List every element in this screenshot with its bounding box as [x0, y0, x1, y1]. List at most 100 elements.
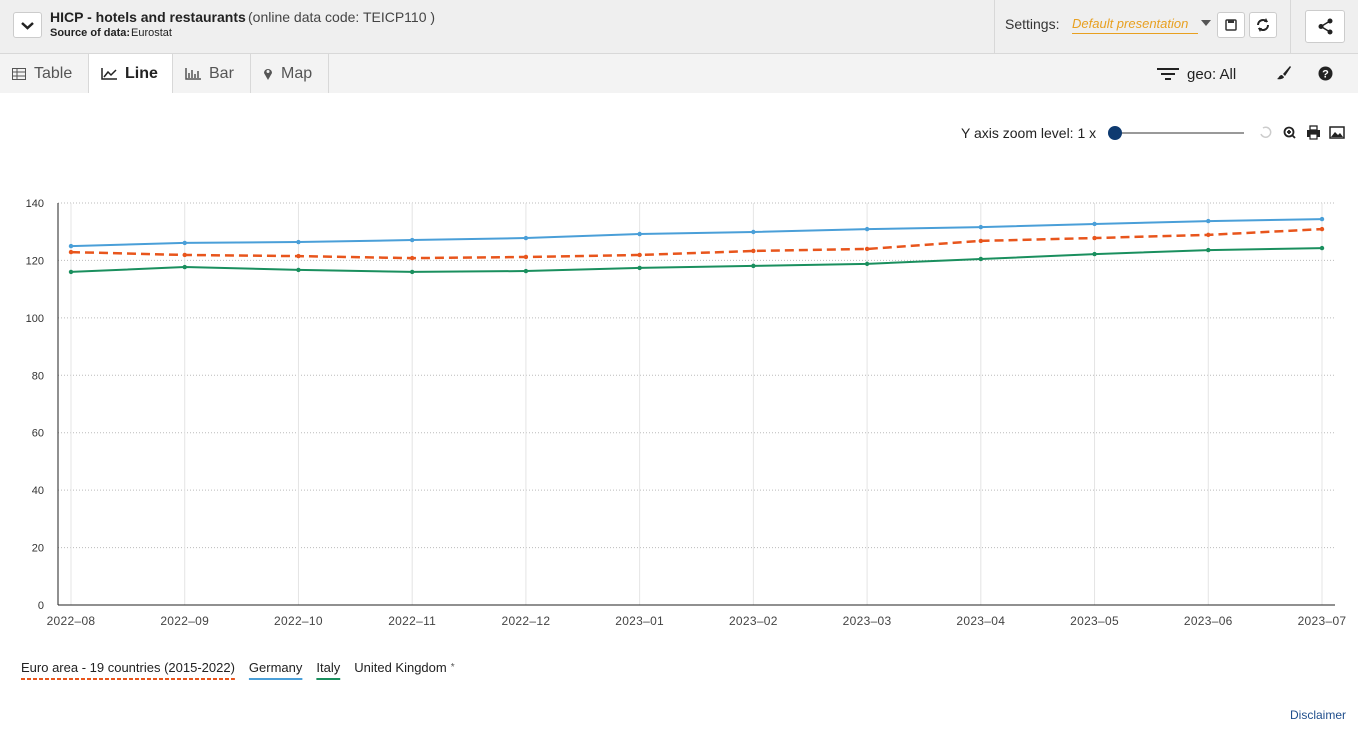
table-icon: [12, 68, 26, 80]
data-point: [1319, 216, 1325, 222]
data-point: [864, 226, 870, 232]
refresh-icon: [1257, 18, 1269, 32]
save-icon: [1225, 19, 1237, 31]
data-point: [182, 252, 187, 258]
divider: [1290, 0, 1291, 53]
data-point: [637, 231, 642, 237]
data-point: [751, 229, 756, 235]
y-tick-label: 20: [32, 543, 44, 555]
tab-table[interactable]: Table: [0, 54, 89, 93]
x-tick-label: 2023–07: [1298, 614, 1347, 628]
x-tick-label: 2023–04: [956, 614, 1005, 628]
data-point: [296, 267, 301, 273]
share-icon: [1318, 18, 1333, 35]
filter-icon[interactable]: [1156, 67, 1180, 81]
y-tick-label: 40: [32, 485, 44, 497]
disclaimer-link[interactable]: Disclaimer: [1289, 708, 1346, 722]
data-point: [296, 239, 301, 245]
y-tick-label: 100: [26, 313, 44, 325]
bar-icon: [185, 68, 201, 80]
tab-label: Line: [125, 65, 158, 82]
presentation-select[interactable]: Default presentation: [1072, 16, 1198, 34]
x-tick-label: 2022–08: [47, 614, 96, 628]
zoom-slider[interactable]: [1105, 123, 1250, 143]
legend-note: *: [451, 662, 455, 673]
data-point: [68, 249, 74, 255]
x-tick-label: 2023–01: [615, 614, 664, 628]
x-tick-label: 2022–10: [274, 614, 323, 628]
data-point: [523, 254, 529, 260]
y-tick-label: 140: [26, 198, 44, 210]
chart-tools: [1260, 125, 1345, 140]
refresh-button[interactable]: [1249, 12, 1277, 38]
tab-label: Table: [34, 65, 73, 82]
data-point: [1092, 251, 1097, 257]
style-icon[interactable]: [1276, 65, 1292, 81]
data-point: [523, 268, 529, 274]
data-point: [409, 269, 415, 275]
reset-icon[interactable]: [1260, 126, 1272, 138]
x-tick-label: 2023–05: [1070, 614, 1119, 628]
x-tick-label: 2022–11: [388, 614, 436, 628]
map-icon: [264, 69, 272, 80]
tab-bar: [0, 54, 1358, 93]
y-tick-label: 120: [26, 255, 44, 267]
divider: [994, 0, 995, 53]
data-point: [182, 264, 187, 270]
x-tick-label: 2023–03: [843, 614, 892, 628]
data-point: [864, 246, 870, 252]
tab-bar[interactable]: Bar: [173, 54, 251, 93]
data-point: [637, 265, 642, 271]
data-point: [296, 253, 301, 259]
image-icon[interactable]: [1329, 126, 1345, 139]
data-point: [1206, 218, 1211, 224]
data-point: [182, 240, 187, 246]
tab-map[interactable]: Map: [251, 54, 329, 93]
data-point: [978, 256, 984, 262]
data-point: [68, 269, 74, 275]
collapse-button[interactable]: [13, 12, 42, 38]
zoom-icon[interactable]: [1283, 126, 1296, 139]
data-point: [1092, 221, 1097, 227]
data-point: [409, 237, 415, 243]
x-tick-label: 2022–12: [501, 614, 550, 628]
legend-label: Italy: [316, 660, 340, 675]
tab-label: Map: [281, 65, 313, 82]
x-tick-label: 2022–09: [160, 614, 209, 628]
save-button[interactable]: [1217, 12, 1245, 38]
data-point: [637, 252, 642, 258]
dataset-code: (online data code: TEICP110 ): [248, 9, 436, 25]
data-point: [751, 248, 756, 254]
zoom-label: Y axis zoom level: 1 x: [961, 125, 1097, 141]
data-point: [523, 235, 529, 241]
source-label: Source of data:: [50, 27, 131, 39]
data-point: [978, 238, 984, 244]
legend-label: United Kingdom: [354, 660, 447, 675]
print-icon[interactable]: [1307, 125, 1320, 140]
svg-text:?: ?: [1322, 69, 1329, 81]
x-tick-label: 2023–02: [729, 614, 778, 628]
top-bar: [0, 0, 1358, 54]
series-line: [70, 227, 1323, 260]
data-point: [864, 261, 870, 267]
data-point: [978, 224, 984, 230]
line-icon: [101, 68, 117, 80]
y-tick-label: 80: [32, 370, 44, 382]
tab-line[interactable]: Line: [89, 54, 173, 93]
data-point: [1206, 232, 1211, 238]
y-tick-label: 60: [32, 428, 44, 440]
data-point: [1206, 247, 1211, 253]
series-line: [70, 247, 1323, 273]
help-icon[interactable]: ?: [1318, 66, 1333, 81]
data-point: [1092, 235, 1097, 241]
tab-label: Bar: [209, 65, 234, 82]
data-point: [409, 255, 415, 261]
geo-filter[interactable]: geo: All: [1187, 66, 1237, 83]
data-point: [68, 243, 74, 249]
dropdown-arrow: [1201, 20, 1211, 26]
share-button[interactable]: [1305, 10, 1345, 43]
y-tick-label: 0: [38, 600, 44, 612]
data-point: [751, 263, 756, 269]
